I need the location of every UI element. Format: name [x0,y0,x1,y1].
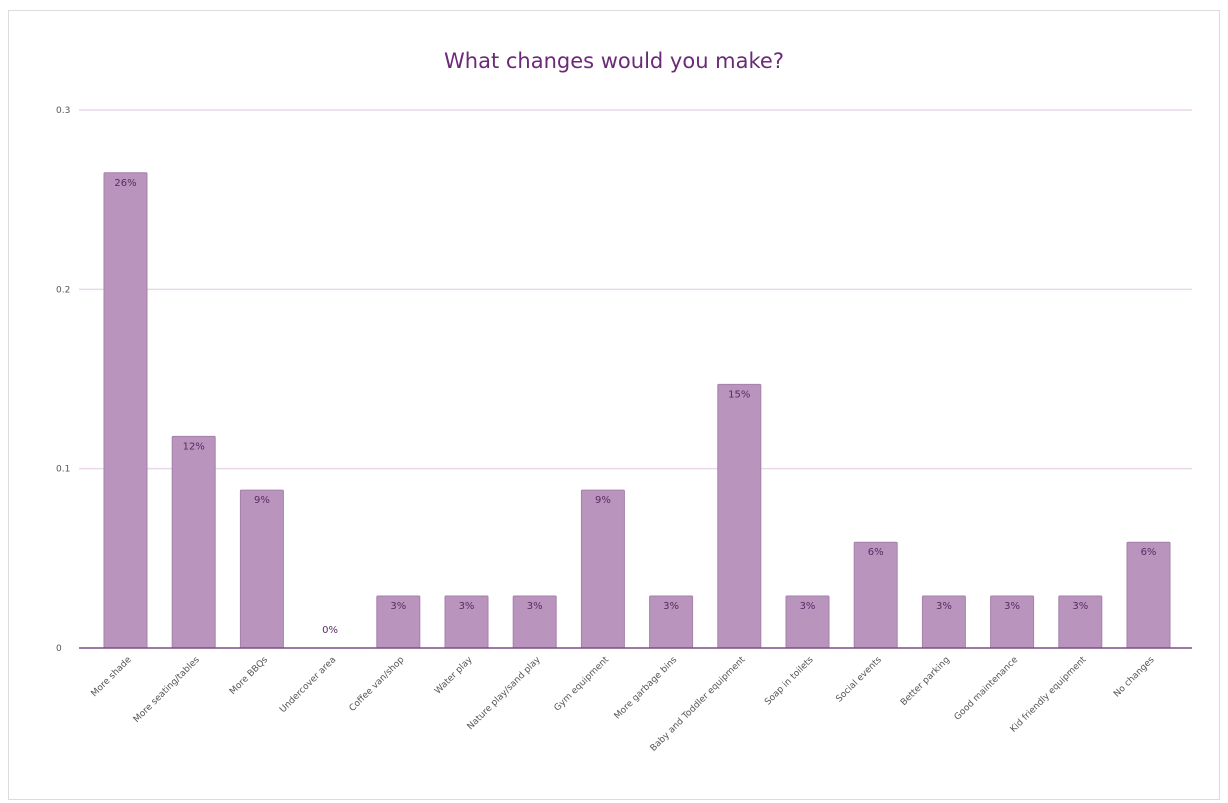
x-tick-label: Gym equipment [553,655,612,714]
x-tick-label: Coffee van/shop [348,655,407,714]
bar[interactable] [171,435,216,649]
data-label: 3% [527,601,543,612]
x-tick-label: Good maintenance [953,655,1021,723]
chart-title: What changes would you make? [444,49,784,73]
y-tick-label: 0.3 [56,106,70,116]
x-tick-label: Nature play/sand play [466,655,544,733]
bar[interactable] [717,383,762,649]
data-label: 3% [936,601,952,612]
data-label: 15% [728,389,750,400]
x-tick-label: More shade [90,655,134,699]
chart-frame [8,10,1220,800]
data-label: 3% [663,601,679,612]
data-label: 9% [254,495,270,506]
x-tick-label: Soap in toilets [763,655,816,708]
data-label: 26% [114,178,136,189]
bar[interactable] [580,489,625,649]
data-label: 3% [1072,601,1088,612]
x-tick-label: No changes [1112,655,1157,700]
data-label: 3% [390,601,406,612]
bar[interactable] [239,489,284,649]
x-tick-label: Undercover area [278,655,338,715]
x-tick-label: Social events [834,655,884,705]
data-label: 3% [800,601,816,612]
y-tick-label: 0.1 [56,465,70,475]
data-label: 3% [459,601,475,612]
y-tick-label: 0 [56,644,62,654]
x-tick-label: More garbage bins [613,655,680,722]
data-label: 6% [1141,547,1157,558]
data-label: 9% [595,495,611,506]
data-label: 3% [1004,601,1020,612]
x-tick-label: More BBQs [228,655,270,697]
data-label: 0% [322,625,338,636]
x-tick-label: More seating/tables [132,655,202,725]
data-label: 12% [183,441,205,452]
bar[interactable] [103,172,148,649]
data-label: 6% [868,547,884,558]
x-tick-label: Kid friendly equipment [1009,655,1089,735]
x-tick-label: Better parking [899,655,952,708]
x-tick-label: Water play [433,655,475,697]
y-tick-label: 0.2 [56,285,70,295]
